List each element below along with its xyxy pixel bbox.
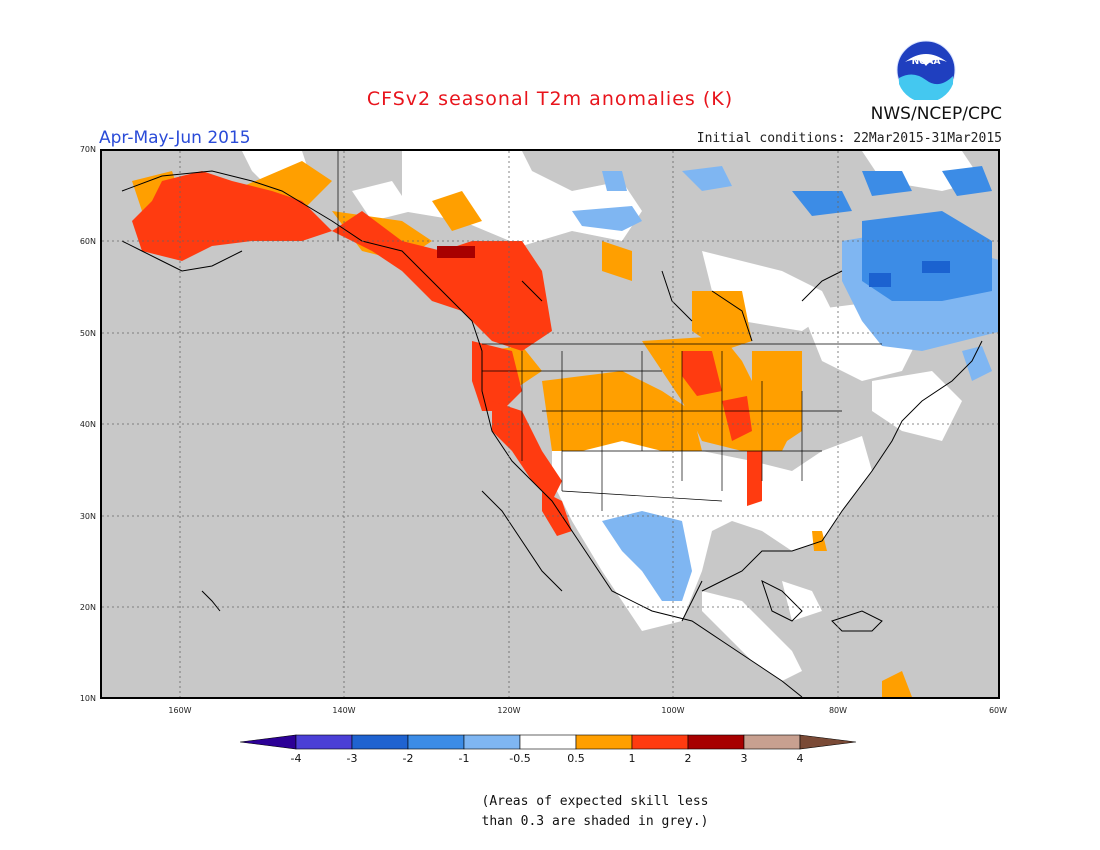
colorbar-swatch bbox=[687, 734, 745, 750]
colorbar-swatch bbox=[407, 734, 465, 750]
lat-label-10n: 10N bbox=[79, 694, 96, 703]
colorbar-label: -4 bbox=[290, 752, 302, 765]
lon-label-140w: 140W bbox=[332, 706, 356, 715]
lat-label-30n: 30N bbox=[79, 512, 96, 521]
colorbar-swatch bbox=[743, 734, 801, 750]
anomaly-cool-2-1 bbox=[792, 166, 992, 301]
skill-note-line2: than 0.3 are shaded in grey.) bbox=[481, 814, 709, 829]
temperature-anomaly-map bbox=[100, 149, 1000, 699]
colorbar-label: -3 bbox=[346, 752, 358, 765]
colorbar-swatch bbox=[351, 734, 409, 750]
colorbar-label: 1 bbox=[628, 752, 636, 765]
anomaly-warm-2-3 bbox=[437, 246, 475, 258]
colorbar-label: -0.5 bbox=[509, 752, 531, 765]
colorbar-swatch bbox=[519, 734, 577, 750]
colorbar-swatch bbox=[631, 734, 689, 750]
svg-text:NOAA: NOAA bbox=[912, 57, 941, 67]
map-title: CFSv2 seasonal T2m anomalies (K) bbox=[366, 88, 734, 110]
skill-note-line1: (Areas of expected skill less bbox=[481, 794, 709, 809]
coastlines bbox=[121, 170, 983, 697]
colorbar-arrow-high bbox=[799, 734, 857, 750]
colorbar-swatch bbox=[295, 734, 353, 750]
lat-label-70n: 70N bbox=[79, 145, 96, 154]
colorbar-label: 2 bbox=[684, 752, 692, 765]
lon-label-160w: 160W bbox=[168, 706, 192, 715]
colorbar-label: -1 bbox=[458, 752, 470, 765]
forecast-period: Apr-May-Jun 2015 bbox=[99, 128, 251, 148]
colorbar-label: -2 bbox=[402, 752, 414, 765]
agency-label: NWS/NCEP/CPC bbox=[870, 104, 1002, 124]
lon-label-80w: 80W bbox=[828, 706, 848, 715]
lat-label-50n: 50N bbox=[79, 329, 96, 338]
initial-conditions: Initial conditions: 22Mar2015-31Mar2015 bbox=[696, 131, 1002, 146]
lat-label-60n: 60N bbox=[79, 237, 96, 246]
political-borders bbox=[337, 151, 882, 511]
anomaly-cool-3-2 bbox=[869, 261, 950, 287]
lon-label-100w: 100W bbox=[661, 706, 685, 715]
lon-label-120w: 120W bbox=[497, 706, 521, 715]
anomaly-colorbar bbox=[240, 734, 857, 750]
anomaly-warm-1-2 bbox=[132, 171, 762, 536]
graticule bbox=[102, 151, 998, 697]
lat-label-40n: 40N bbox=[79, 420, 96, 429]
colorbar-arrow-low bbox=[240, 734, 297, 750]
colorbar-label: 0.5 bbox=[567, 752, 585, 765]
noaa-logo: NOAA bbox=[896, 40, 956, 100]
lon-label-60w: 60W bbox=[988, 706, 1008, 715]
map-canvas bbox=[102, 151, 998, 697]
colorbar-swatch bbox=[575, 734, 633, 750]
colorbar-swatch bbox=[463, 734, 521, 750]
colorbar-label: 3 bbox=[740, 752, 748, 765]
colorbar-label: 4 bbox=[796, 752, 804, 765]
lat-label-20n: 20N bbox=[79, 603, 96, 612]
